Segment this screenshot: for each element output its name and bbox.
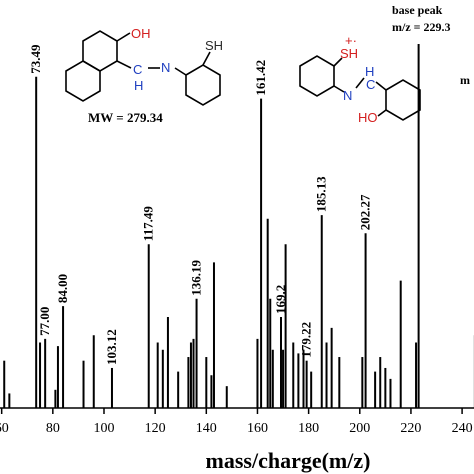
peak-label-8: 84.00: [55, 274, 70, 303]
peak-label-20: 136.19: [189, 260, 204, 296]
peak-label-43: 202.27: [358, 194, 373, 230]
x-tick-label-9: 240: [452, 421, 473, 436]
right-methine-carbon-label: C: [366, 77, 375, 92]
peak-label-11: 103.12: [104, 329, 119, 365]
base-peak-mz-note: m/z = 229.3: [392, 20, 451, 34]
peak-label-3: 73.49: [28, 44, 43, 74]
peak-label-36: 179.22: [299, 322, 314, 358]
right-radical-cation-label: +·: [345, 33, 357, 48]
x-tick-label-5: 160: [247, 421, 268, 436]
x-tick-label-2: 100: [93, 421, 114, 436]
right-methine-hydrogen-label: H: [365, 64, 374, 79]
base-peak-note: base peak: [392, 3, 443, 17]
right-thiol-label: SH: [340, 46, 358, 61]
x-axis-ticks: 60 80 100 120 140 160 180 200 220 240: [0, 408, 473, 436]
edge-annotation-text: m: [460, 73, 470, 87]
peak-label-38: 185.13: [314, 176, 329, 212]
peak-label-30: 169.2: [273, 285, 288, 314]
peak-label-5: 77.00: [37, 307, 52, 336]
x-tick-label-4: 140: [196, 421, 217, 436]
x-tick-label-7: 200: [349, 421, 370, 436]
x-axis-title: mass/charge(m/z): [206, 448, 371, 473]
left-methine-carbon-label: C: [133, 62, 142, 77]
right-hydroxyl-label: HO: [358, 110, 378, 125]
left-hydroxyl-label: OH: [131, 26, 151, 41]
peak-label-26: 161.42: [253, 60, 268, 96]
peak-label-12: 117.49: [141, 206, 156, 242]
x-tick-label-0: 60: [0, 421, 9, 436]
x-tick-label-8: 220: [400, 421, 421, 436]
x-tick-label-6: 180: [298, 421, 319, 436]
right-imine-nitrogen-label: N: [343, 88, 352, 103]
right-fragment-structure: SH +· N H C HO: [299, 33, 421, 125]
left-methine-hydrogen-label: H: [134, 78, 143, 93]
molecular-weight-label: MW = 279.34: [88, 110, 163, 125]
x-tick-label-1: 80: [46, 421, 60, 436]
left-imine-nitrogen-label: N: [161, 60, 170, 75]
x-tick-label-3: 120: [145, 421, 166, 436]
left-thiol-label: SH: [205, 38, 223, 53]
spectrum-bars: [3, 44, 474, 408]
left-molecule-structure: OH SH C H N MW = 279.34: [65, 26, 223, 125]
